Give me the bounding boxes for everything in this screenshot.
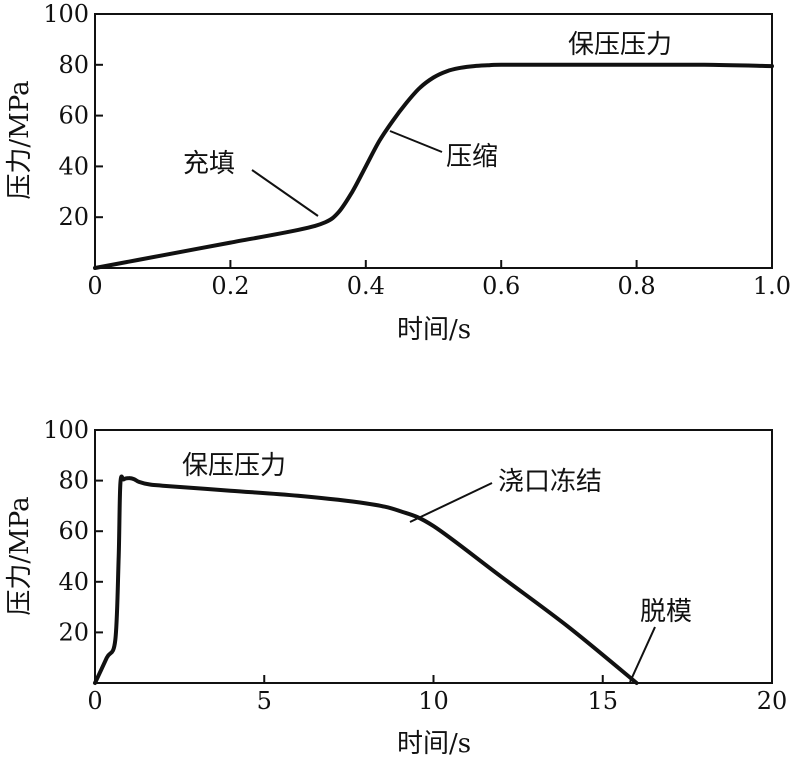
x-tick-label: 10 bbox=[418, 687, 449, 715]
y-tick-label: 40 bbox=[58, 568, 89, 596]
y-tick-label: 100 bbox=[43, 0, 89, 28]
x-axis-label-bottom: 时间/s bbox=[397, 729, 471, 759]
x-axis-label-top: 时间/s bbox=[397, 315, 471, 345]
leader-compression bbox=[389, 130, 443, 153]
x-ticks-bottom: 0 5 10 15 20 bbox=[87, 675, 787, 715]
annotation-holding-pressure-bottom: 保压压力 bbox=[182, 451, 286, 481]
x-tick-label: 0 bbox=[87, 272, 102, 300]
y-tick-label: 40 bbox=[58, 152, 89, 180]
y-tick-label: 20 bbox=[58, 618, 89, 646]
y-ticks-bottom: 20 40 60 80 100 bbox=[43, 416, 103, 646]
annotation-holding-pressure-top: 保压压力 bbox=[568, 30, 672, 60]
x-tick-label: 0.4 bbox=[347, 272, 385, 300]
y-ticks-top: 20 40 60 80 100 bbox=[43, 0, 103, 231]
x-tick-label: 5 bbox=[257, 687, 272, 715]
x-tick-label: 0.2 bbox=[211, 272, 249, 300]
y-tick-label: 80 bbox=[58, 51, 89, 79]
chart-bottom: 20 40 60 80 100 0 5 10 15 20 保压压力 浇口冻结 脱模 压力/MPa… bbox=[5, 416, 787, 759]
y-axis-label-top: 压力/MPa bbox=[5, 80, 35, 199]
y-tick-label: 60 bbox=[58, 102, 89, 130]
leader-demolding bbox=[629, 626, 656, 683]
y-tick-label: 60 bbox=[58, 517, 89, 545]
leader-filling bbox=[251, 169, 319, 217]
x-tick-label: 0 bbox=[87, 687, 102, 715]
annotation-demolding: 脱模 bbox=[640, 597, 692, 627]
x-tick-label: 15 bbox=[587, 687, 618, 715]
leader-gate-freeze bbox=[409, 482, 493, 523]
pressure-curve-bottom bbox=[93, 474, 639, 685]
y-axis-label-bottom: 压力/MPa bbox=[5, 496, 35, 615]
annotation-filling: 充填 bbox=[183, 149, 235, 179]
x-tick-label: 1.0 bbox=[753, 272, 790, 300]
x-tick-label: 0.6 bbox=[482, 272, 520, 300]
x-tick-label: 20 bbox=[757, 687, 788, 715]
y-tick-label: 80 bbox=[58, 467, 89, 495]
x-tick-label: 0.8 bbox=[618, 272, 656, 300]
annotation-compression: 压缩 bbox=[446, 142, 498, 172]
pressure-curve-top bbox=[93, 62, 774, 270]
x-ticks-top: 0 0.2 0.4 0.6 0.8 1.0 bbox=[87, 260, 790, 300]
annotation-gate-freeze: 浇口冻结 bbox=[498, 467, 602, 497]
y-tick-label: 100 bbox=[43, 416, 89, 444]
plot-frame-top bbox=[94, 13, 773, 269]
y-tick-label: 20 bbox=[58, 203, 89, 231]
